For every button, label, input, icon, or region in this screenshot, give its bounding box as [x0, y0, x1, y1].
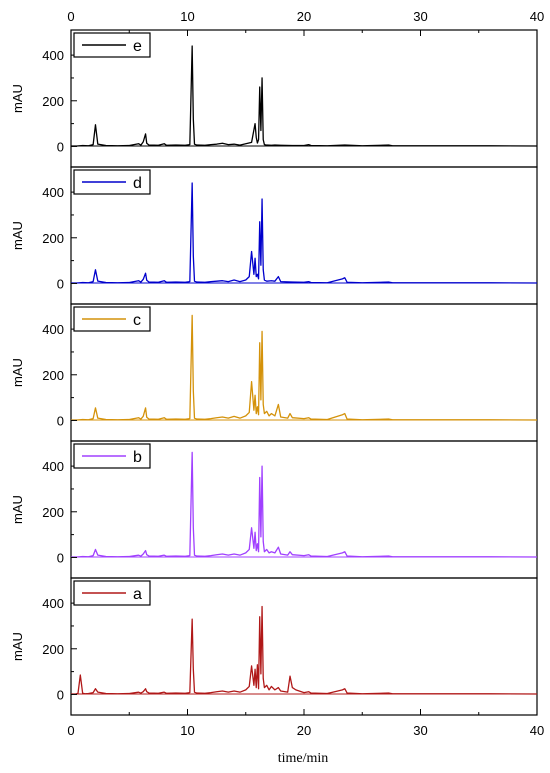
y-axis-title: mAU	[10, 495, 25, 524]
x-tick-label-bottom: 40	[530, 723, 544, 738]
legend-label: b	[133, 449, 142, 466]
y-tick-label: 200	[42, 231, 64, 246]
x-tick-label-bottom: 10	[180, 723, 194, 738]
series-line-b	[71, 451, 537, 558]
y-tick-label: 400	[42, 459, 64, 474]
y-axis-title: mAU	[10, 358, 25, 387]
legend-label: c	[133, 312, 141, 329]
x-tick-label-bottom: 0	[67, 723, 74, 738]
panel-d: 0 200 400 mAU d	[10, 166, 538, 305]
series-line-e	[71, 45, 537, 147]
y-tick-label: 0	[57, 413, 64, 428]
y-tick-label: 200	[42, 368, 64, 383]
x-tick-label-top: 30	[413, 9, 427, 24]
y-tick-label: 200	[42, 94, 64, 109]
x-tick-label-top: 10	[180, 9, 194, 24]
series-line-a	[71, 605, 537, 695]
y-tick-label: 200	[42, 642, 64, 657]
x-tick-label-bottom: 20	[297, 723, 311, 738]
legend-e: e	[73, 32, 151, 58]
x-tick-label-top: 0	[67, 9, 74, 24]
y-tick-label: 400	[42, 322, 64, 337]
panel-e: 0 200 400 mAU e	[10, 29, 538, 168]
x-tick-label-top: 40	[530, 9, 544, 24]
legend-label: a	[133, 586, 142, 603]
y-tick-label: 0	[57, 687, 64, 702]
panel-b: 0 200 400 mAU b	[10, 440, 538, 579]
y-tick-label: 200	[42, 505, 64, 520]
legend-d: d	[73, 169, 151, 195]
y-tick-label: 0	[57, 139, 64, 154]
series-line-d	[71, 182, 537, 284]
legend-c: c	[73, 306, 151, 332]
x-tick-label-top: 20	[297, 9, 311, 24]
panel-c: 0 200 400 mAU c	[10, 303, 538, 442]
legend-label: d	[133, 175, 142, 192]
y-axis-title: mAU	[10, 84, 25, 113]
y-tick-label: 400	[42, 596, 64, 611]
y-tick-label: 0	[57, 276, 64, 291]
legend-a: a	[73, 580, 151, 606]
legend-label: e	[133, 38, 142, 55]
y-tick-label: 400	[42, 185, 64, 200]
panel-a: 0 200 400 mAU a	[10, 577, 538, 716]
x-axis: 0 0 10 10 20 20 30 30 40 40	[67, 9, 544, 738]
y-axis-title: mAU	[10, 221, 25, 250]
y-tick-label: 400	[42, 48, 64, 63]
x-axis-title: time/min	[278, 751, 329, 766]
x-tick-label-bottom: 30	[413, 723, 427, 738]
y-tick-label: 0	[57, 550, 64, 565]
legend-b: b	[73, 443, 151, 469]
y-axis-title: mAU	[10, 632, 25, 661]
series-line-c	[71, 314, 537, 421]
